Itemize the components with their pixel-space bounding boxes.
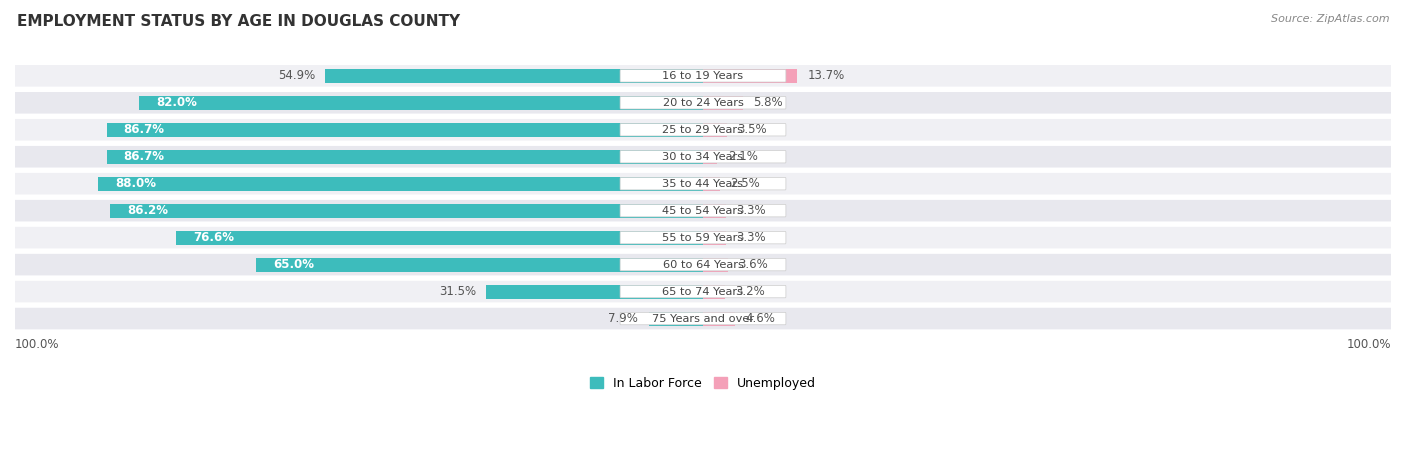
- Text: 88.0%: 88.0%: [115, 177, 156, 190]
- FancyBboxPatch shape: [620, 231, 786, 244]
- Bar: [703, 69, 797, 83]
- Text: 20 to 24 Years: 20 to 24 Years: [662, 98, 744, 108]
- Bar: [703, 96, 742, 110]
- FancyBboxPatch shape: [620, 69, 786, 82]
- Text: 75 Years and over: 75 Years and over: [652, 313, 754, 323]
- FancyBboxPatch shape: [15, 92, 1391, 114]
- Bar: [703, 123, 727, 137]
- Bar: [648, 312, 703, 326]
- Text: 7.9%: 7.9%: [609, 312, 638, 325]
- Bar: [703, 258, 728, 272]
- FancyBboxPatch shape: [15, 227, 1391, 249]
- Text: EMPLOYMENT STATUS BY AGE IN DOUGLAS COUNTY: EMPLOYMENT STATUS BY AGE IN DOUGLAS COUN…: [17, 14, 460, 28]
- Text: 2.1%: 2.1%: [728, 150, 758, 163]
- Bar: [97, 177, 703, 191]
- FancyBboxPatch shape: [15, 119, 1391, 141]
- Text: 100.0%: 100.0%: [15, 338, 59, 351]
- Text: 55 to 59 Years: 55 to 59 Years: [662, 233, 744, 243]
- Text: 86.7%: 86.7%: [124, 123, 165, 136]
- Bar: [703, 177, 720, 191]
- Bar: [703, 150, 717, 164]
- FancyBboxPatch shape: [15, 281, 1391, 302]
- Text: 60 to 64 Years: 60 to 64 Years: [662, 260, 744, 270]
- Text: 45 to 54 Years: 45 to 54 Years: [662, 206, 744, 216]
- Text: 13.7%: 13.7%: [807, 69, 845, 83]
- Text: 82.0%: 82.0%: [156, 97, 197, 109]
- Bar: [486, 285, 703, 299]
- Legend: In Labor Force, Unemployed: In Labor Force, Unemployed: [585, 372, 821, 395]
- Text: 3.6%: 3.6%: [738, 258, 768, 271]
- Bar: [107, 150, 703, 164]
- Bar: [107, 123, 703, 137]
- Text: 3.2%: 3.2%: [735, 285, 765, 298]
- FancyBboxPatch shape: [15, 308, 1391, 329]
- Text: 16 to 19 Years: 16 to 19 Years: [662, 71, 744, 81]
- FancyBboxPatch shape: [620, 313, 786, 325]
- Bar: [703, 204, 725, 218]
- Text: 54.9%: 54.9%: [278, 69, 315, 83]
- Bar: [256, 258, 703, 272]
- FancyBboxPatch shape: [620, 151, 786, 163]
- Text: 5.8%: 5.8%: [754, 97, 783, 109]
- Bar: [325, 69, 703, 83]
- Bar: [110, 204, 703, 218]
- FancyBboxPatch shape: [620, 204, 786, 217]
- FancyBboxPatch shape: [15, 200, 1391, 221]
- Text: 76.6%: 76.6%: [193, 231, 235, 244]
- Bar: [703, 230, 725, 244]
- FancyBboxPatch shape: [15, 254, 1391, 276]
- Text: Source: ZipAtlas.com: Source: ZipAtlas.com: [1271, 14, 1389, 23]
- Text: 31.5%: 31.5%: [439, 285, 477, 298]
- Text: 35 to 44 Years: 35 to 44 Years: [662, 179, 744, 189]
- Bar: [703, 312, 735, 326]
- Text: 4.6%: 4.6%: [745, 312, 775, 325]
- Text: 86.2%: 86.2%: [127, 204, 169, 217]
- FancyBboxPatch shape: [620, 258, 786, 271]
- FancyBboxPatch shape: [620, 178, 786, 190]
- Text: 65 to 74 Years: 65 to 74 Years: [662, 286, 744, 297]
- Text: 3.5%: 3.5%: [737, 123, 768, 136]
- Bar: [703, 285, 725, 299]
- Bar: [176, 230, 703, 244]
- FancyBboxPatch shape: [620, 285, 786, 298]
- Text: 3.3%: 3.3%: [735, 204, 766, 217]
- Bar: [139, 96, 703, 110]
- FancyBboxPatch shape: [620, 124, 786, 136]
- Text: 30 to 34 Years: 30 to 34 Years: [662, 152, 744, 162]
- Text: 3.3%: 3.3%: [735, 231, 766, 244]
- Text: 2.5%: 2.5%: [731, 177, 761, 190]
- Text: 65.0%: 65.0%: [273, 258, 314, 271]
- Text: 86.7%: 86.7%: [124, 150, 165, 163]
- FancyBboxPatch shape: [15, 173, 1391, 194]
- FancyBboxPatch shape: [620, 97, 786, 109]
- Text: 100.0%: 100.0%: [1347, 338, 1391, 351]
- Text: 25 to 29 Years: 25 to 29 Years: [662, 125, 744, 135]
- FancyBboxPatch shape: [15, 146, 1391, 167]
- FancyBboxPatch shape: [15, 65, 1391, 87]
